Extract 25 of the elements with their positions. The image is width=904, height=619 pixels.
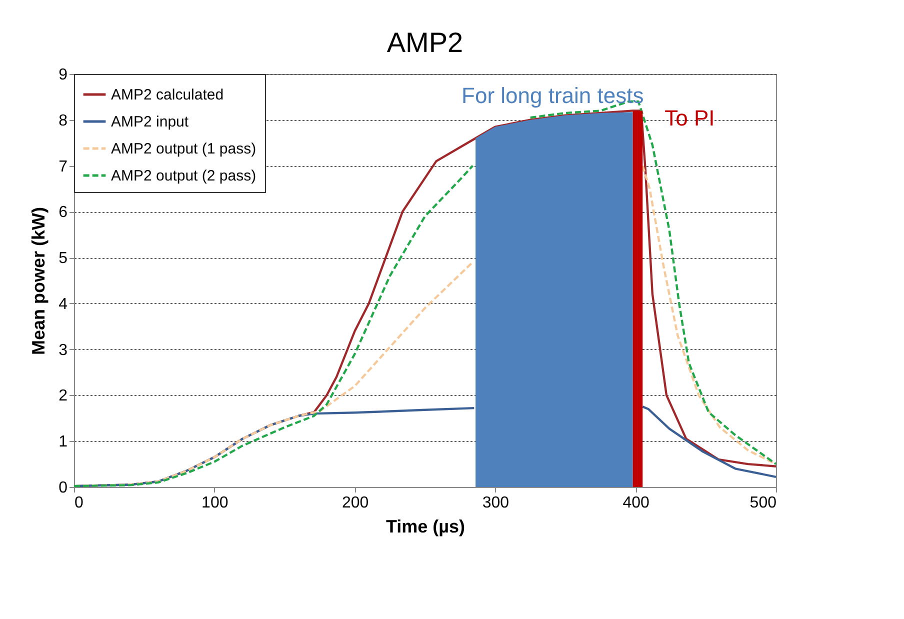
- x-tick-label: 100: [202, 494, 228, 512]
- y-axis-title: Mean power (kW): [28, 206, 49, 356]
- y-tick-label: 8: [58, 112, 68, 130]
- chart-title: AMP2: [386, 27, 464, 58]
- y-tick-label: 4: [58, 296, 68, 313]
- y-tick-label: 2: [58, 388, 68, 405]
- annotation: For long train tests: [462, 83, 644, 108]
- y-tick-label: 0: [58, 480, 68, 496]
- x-tick-label: 0: [74, 494, 84, 512]
- x-axis-title: Time (µs): [386, 516, 466, 536]
- y-tick-label: 7: [58, 158, 68, 176]
- legend-label: AMP2 input: [111, 114, 190, 130]
- y-tick-label: 6: [58, 204, 68, 222]
- x-tick-label: 200: [342, 494, 369, 512]
- legend-label: AMP2 calculated: [111, 86, 224, 104]
- y-tick-label: 3: [58, 342, 68, 359]
- x-tick-label: 300: [482, 494, 510, 512]
- legend-label: AMP2 output (2 pass): [111, 168, 256, 184]
- x-tick-label: 500: [750, 494, 777, 512]
- y-tick-label: 5: [58, 250, 68, 268]
- y-tick-label: 1: [58, 434, 68, 451]
- legend-label: AMP2 output (1 pass): [111, 140, 256, 158]
- y-tick-label: 9: [58, 66, 68, 84]
- x-tick-label: 400: [622, 494, 650, 512]
- annotation: To PI: [664, 106, 715, 131]
